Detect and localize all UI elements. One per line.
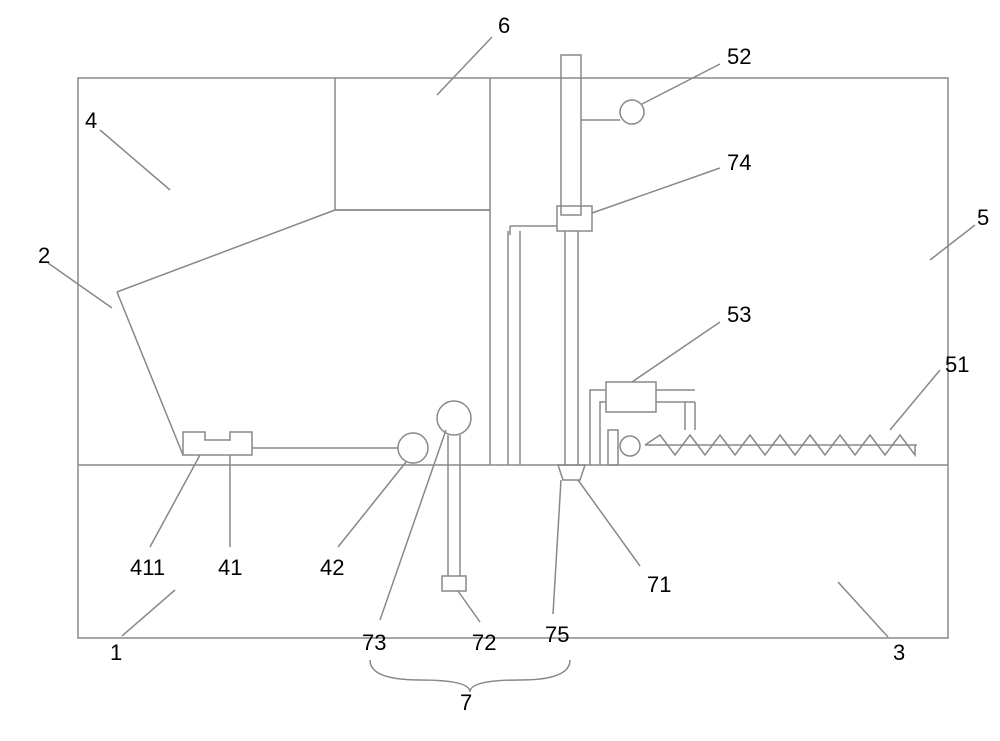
shape-circ_52: [620, 100, 644, 124]
leader-52: [642, 64, 720, 104]
shape-pipe_53_left2: [600, 402, 606, 465]
technical-diagram: 1 2 3 4 5 6 7 41 42 51 52 53 71 72 73 74 75 411: [0, 0, 1000, 741]
shape-box_41_notch: [183, 432, 252, 455]
leader-71: [578, 480, 640, 566]
label-2: 2: [38, 243, 50, 268]
leader-3: [838, 582, 888, 637]
label-74: 74: [727, 150, 751, 175]
brace-7: [370, 660, 570, 692]
shape-rect_b53_left: [608, 430, 618, 465]
leader-53: [632, 322, 720, 382]
outer-frame: [78, 78, 948, 638]
label-6: 6: [498, 13, 510, 38]
leader-4: [100, 130, 170, 190]
shape-rect_53: [606, 382, 656, 412]
leader-72: [458, 591, 480, 622]
label-53: 53: [727, 302, 751, 327]
leader-411: [150, 455, 200, 547]
label-3: 3: [893, 640, 905, 665]
shape-trapezoid_71: [558, 465, 585, 480]
shape-line_4_diag_left: [117, 292, 183, 455]
leaders-layer: [48, 37, 975, 637]
label-75: 75: [545, 622, 569, 647]
leader-51: [890, 370, 940, 430]
leader-42: [338, 462, 406, 547]
brace-layer: [370, 660, 570, 692]
label-72: 72: [472, 630, 496, 655]
label-4: 4: [85, 108, 97, 133]
label-73: 73: [362, 630, 386, 655]
leader-75: [553, 480, 561, 614]
leader-73: [380, 430, 446, 620]
shape-rect_72: [442, 576, 466, 591]
label-52: 52: [727, 44, 751, 69]
label-1: 1: [110, 640, 122, 665]
shape-circ_42: [398, 433, 428, 463]
leader-6: [437, 37, 492, 95]
label-42: 42: [320, 555, 344, 580]
label-71: 71: [647, 572, 671, 597]
shape-circ_small_b53: [620, 436, 640, 456]
label-41: 41: [218, 555, 242, 580]
labels-layer: 1 2 3 4 5 6 7 41 42 51 52 53 71 72 73 74 75 411: [38, 13, 989, 715]
label-5: 5: [977, 205, 989, 230]
shape-circ_73: [437, 401, 471, 435]
label-411: 411: [130, 555, 165, 580]
leader-1: [122, 590, 175, 636]
shape-line_4_to_41_left: [117, 210, 335, 292]
shape-rect_74: [557, 206, 592, 231]
label-51: 51: [945, 352, 969, 377]
leader-5: [930, 225, 975, 260]
shapes-layer: [78, 55, 948, 638]
shape-pipe_top_vert: [561, 55, 581, 215]
shape-rect_6_region: [335, 78, 490, 210]
leader-2: [48, 263, 112, 308]
leader-74: [592, 168, 720, 213]
label-7: 7: [460, 690, 472, 715]
